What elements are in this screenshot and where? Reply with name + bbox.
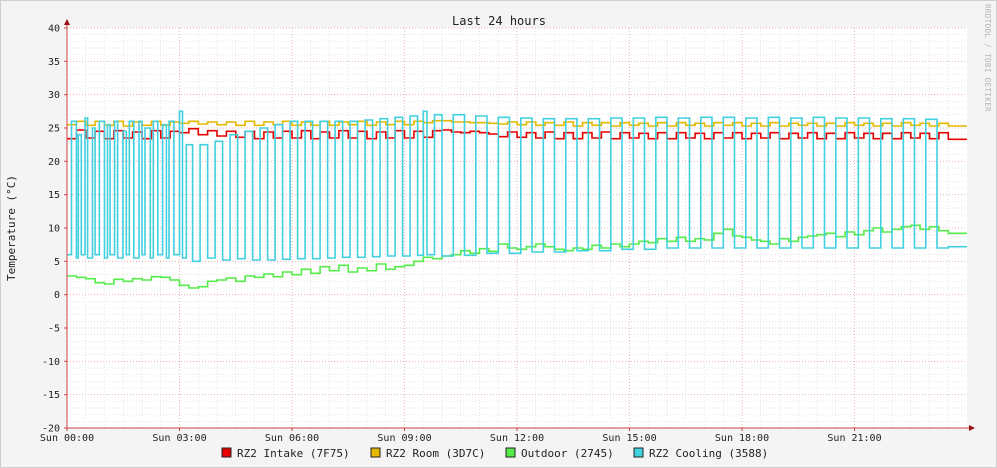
series-lines bbox=[67, 110, 967, 289]
legend-swatch-4 bbox=[633, 447, 644, 458]
y-tick-label: -5 bbox=[48, 324, 60, 335]
series-line-1 bbox=[67, 127, 967, 141]
x-tick-label: Sun 15:00 bbox=[602, 433, 656, 444]
legend-swatch-3 bbox=[505, 447, 516, 458]
y-tick-label: -20 bbox=[42, 424, 60, 435]
y-tick-label: 40 bbox=[48, 24, 60, 35]
x-tick-label: Sun 00:00 bbox=[40, 433, 94, 444]
legend-label-2: RZ2 Room (3D7C) bbox=[386, 447, 485, 460]
legend-label-3: Outdoor (2745) bbox=[521, 447, 614, 460]
x-axis-arrow bbox=[969, 425, 975, 431]
legend-label-1: RZ2 Intake (7F75) bbox=[237, 447, 350, 460]
y-axis-arrow bbox=[64, 19, 70, 25]
y-axis-label: Temperature (°C) bbox=[5, 175, 18, 281]
legend-swatch-2 bbox=[370, 447, 381, 458]
x-tick-label: Sun 03:00 bbox=[152, 433, 206, 444]
y-tick-label: 5 bbox=[54, 257, 60, 268]
legend: RZ2 Intake (7F75) RZ2 Room (3D7C) Outdoor … bbox=[221, 447, 768, 460]
y-tick-label: 35 bbox=[48, 57, 60, 68]
legend-swatch-1 bbox=[221, 447, 232, 458]
x-tick-label: Sun 18:00 bbox=[715, 433, 769, 444]
y-tick-label: 15 bbox=[48, 190, 60, 201]
y-tick-label: -15 bbox=[42, 390, 60, 401]
grid bbox=[66, 27, 967, 429]
y-tick-label: -10 bbox=[42, 357, 60, 368]
y-tick-label: 10 bbox=[48, 224, 60, 235]
y-tick-label: 20 bbox=[48, 157, 60, 168]
axes bbox=[64, 19, 975, 431]
x-tick-label: Sun 12:00 bbox=[490, 433, 544, 444]
series-line-3 bbox=[67, 224, 967, 289]
series-line-4 bbox=[67, 110, 967, 263]
series-line-2 bbox=[67, 119, 967, 127]
x-tick-label: Sun 09:00 bbox=[377, 433, 431, 444]
legend-label-4: RZ2 Cooling (3588) bbox=[649, 447, 768, 460]
rrdtool-watermark: RRDTOOL / TOBI OETIKER bbox=[983, 4, 992, 112]
x-tick-label: Sun 06:00 bbox=[265, 433, 319, 444]
y-tick-label: 25 bbox=[48, 124, 60, 135]
y-tick-label: 30 bbox=[48, 90, 60, 101]
chart-title: Last 24 hours bbox=[452, 14, 546, 28]
y-tick-label: 0 bbox=[54, 290, 60, 301]
x-tick-label: Sun 21:00 bbox=[827, 433, 881, 444]
